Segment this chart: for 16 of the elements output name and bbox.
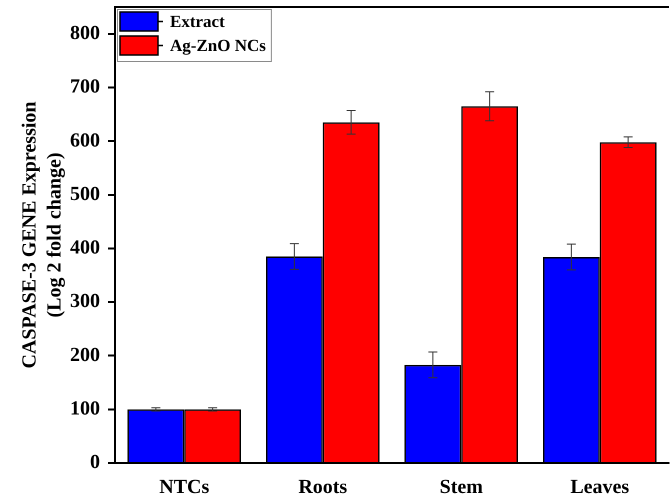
y-tick-label: 500 [70, 182, 100, 205]
y-tick-label: 600 [70, 129, 100, 152]
x-tick-label: Roots [298, 476, 348, 495]
legend-label: Ag-ZnO NCs [170, 36, 266, 55]
y-tick-label: 100 [70, 398, 100, 420]
y-tick-label: 300 [70, 290, 100, 312]
legend-label: Extract [170, 12, 226, 31]
x-tick-label: NTCs [159, 476, 210, 495]
y-axis-title: CASPASE-3 GENE Expression (Log 2 fold change) [18, 101, 66, 369]
y-tick-label: 800 [70, 22, 100, 44]
y-tick-label: 200 [70, 344, 100, 366]
x-tick-label: Leaves [570, 476, 630, 495]
y-tick-label: 700 [70, 76, 100, 98]
y-tick-label: 400 [70, 236, 100, 259]
y-tick-label: 0 [90, 451, 100, 474]
x-tick-label: Stem [440, 476, 484, 495]
